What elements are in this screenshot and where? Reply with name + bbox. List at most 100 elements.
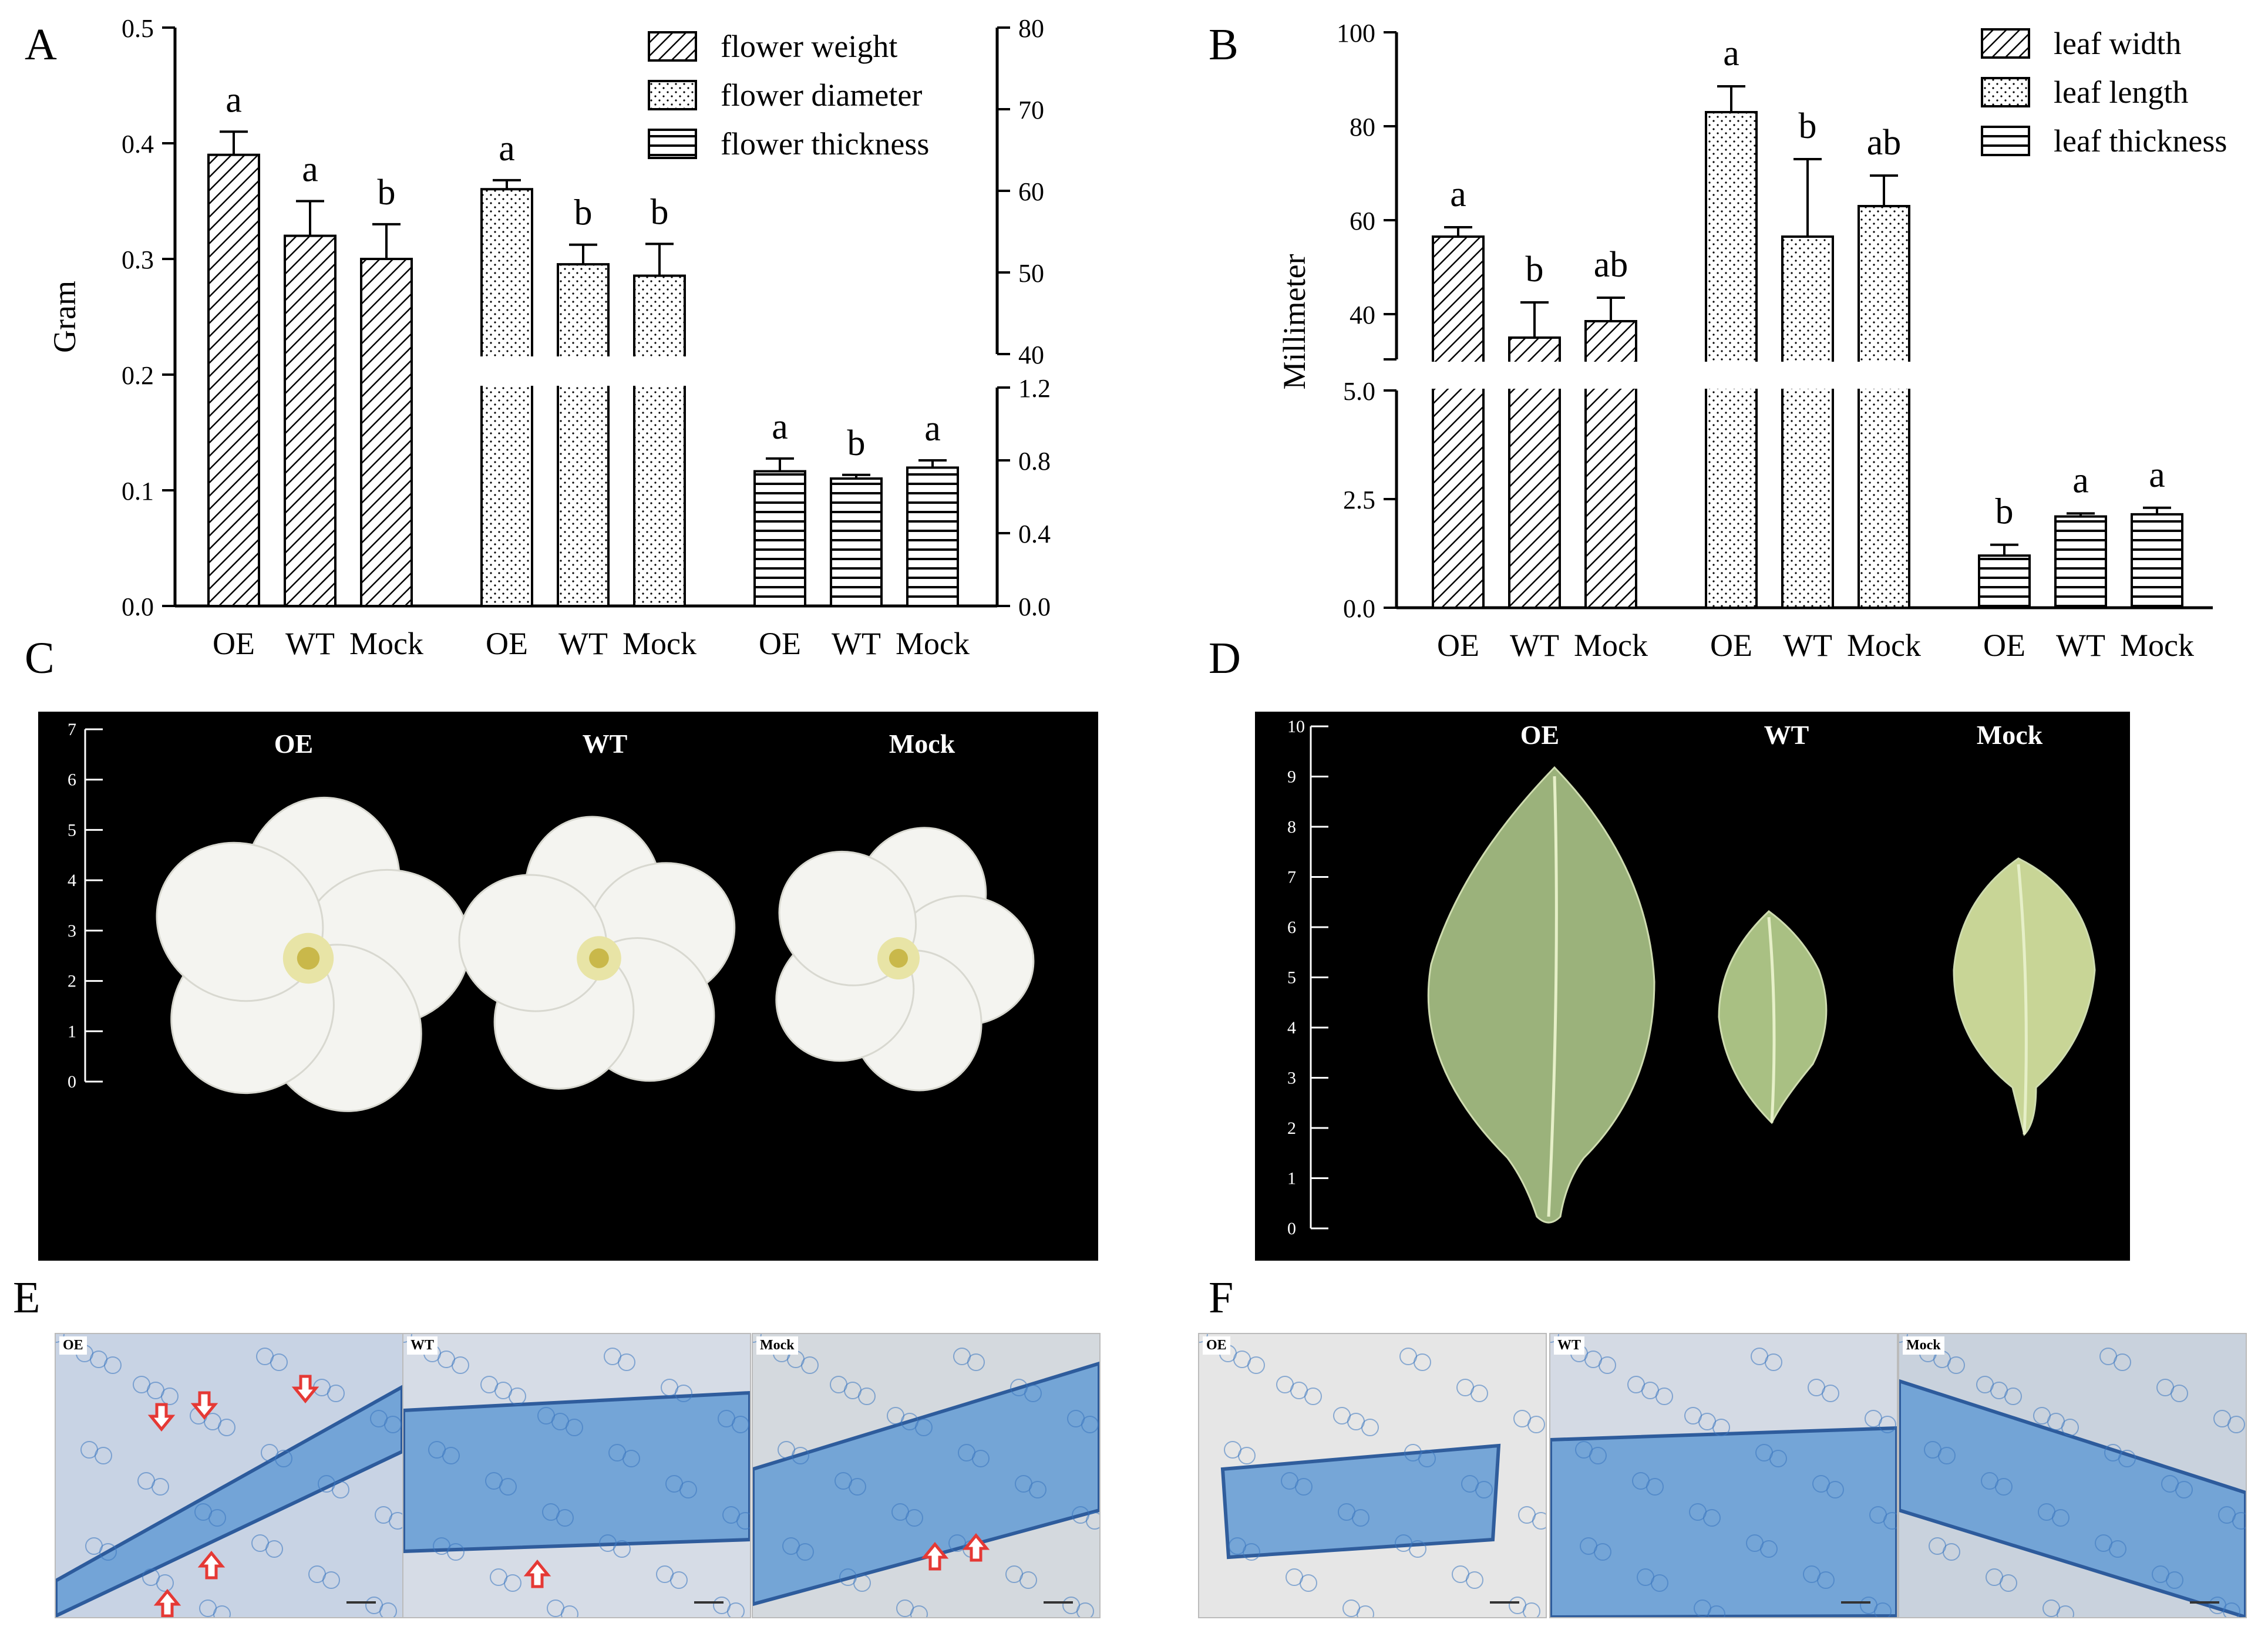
cell-outline [537,1407,555,1425]
panel-label-e: E [13,1273,41,1322]
micrograph-e-wt: WT [402,1333,751,1618]
flower-eye [889,949,908,968]
cell-outline [1229,1537,1246,1555]
bar [207,153,260,607]
cell-outline [251,1534,269,1552]
cell-outline [665,1475,683,1493]
x-tick-label: WT [1510,628,1559,663]
ruler-tick-label: 9 [1287,767,1296,787]
bar [360,258,413,607]
cell-outline [2209,1597,2226,1614]
cell-outline [365,1597,383,1614]
bar [557,263,610,608]
leaf-label: OE [1520,720,1559,750]
significance-letter: b [378,173,396,213]
cell-outline [1684,1407,1702,1425]
bar [2131,513,2183,609]
cell-outline [1808,1379,1825,1396]
micrograph-label: OE [1203,1336,1230,1355]
x-tick-label: OE [759,626,801,661]
ruler-tick-label: 4 [1287,1018,1296,1038]
significance-letter: a [2072,460,2089,500]
cell-outline [1751,1348,1768,1365]
red-arrow [197,1551,226,1580]
significance-letter: a [499,129,515,169]
ruler-tick-label: 6 [68,770,76,790]
cell-outline [1755,1444,1773,1461]
cell-outline [608,1444,626,1461]
tissue-section [1220,1443,1501,1560]
y-right-tick-label: 40 [1018,341,1044,369]
ruler-tick-label: 7 [68,720,76,739]
flower-eye [297,947,320,970]
arrow-shape [291,1375,319,1403]
cell-outline [958,1444,975,1461]
cell-outline [2156,1379,2174,1396]
ruler-tick-label: 0 [1287,1219,1296,1238]
cell-outline [1015,1475,1032,1493]
axis-break-gap [631,356,688,386]
tissue-section [1550,1426,1897,1617]
red-arrow [921,1542,949,1571]
cell-outline [542,1503,560,1521]
bar [1781,235,1834,609]
bar [480,188,533,608]
arrow-shape [962,1533,990,1562]
legend-swatch [1981,126,2030,156]
significance-letter: b [847,423,866,463]
x-tick-label: WT [558,626,608,661]
red-arrow [190,1391,218,1420]
panel-label-a: A [25,20,57,69]
arrow-shape [197,1551,226,1580]
y-tick-label: 2.5 [1343,486,1375,514]
ruler-tick-label: 1 [1287,1169,1296,1188]
significance-letter: a [1723,33,1739,73]
bar [753,470,806,607]
ruler-tick-label: 3 [68,921,76,941]
y-left-tick-label: 0.1 [122,477,154,506]
cell-outline [1803,1565,1821,1583]
significance-letter: a [1450,174,1466,214]
cell-outline [375,1506,392,1524]
leaf-midrib [1547,776,1558,1217]
cell-outline [2038,1503,2055,1521]
flower-oe [156,796,470,1112]
axis-break-gap [1506,362,1563,389]
cell-outline [1461,1475,1479,1493]
cell-outline [722,1506,740,1524]
cell-outline [2042,1599,2060,1617]
chart-a: 0.0 0.1 0.2 0.3 0.4 0.5 Gram 40 50 60 70 80 0.0 0.4 0.… [47,14,1051,661]
legend-swatch [1981,28,2030,59]
cell-outline [428,1441,446,1459]
arrow-shape [190,1391,218,1420]
bar [284,234,337,608]
cell-outline [1869,1506,1887,1524]
cell-outline [834,1472,852,1490]
cell-outline [1637,1568,1654,1586]
y-left-axis-title: Gram [47,281,82,353]
leaf-blade [1427,766,1655,1224]
legend-label: leaf length [2054,75,2188,110]
micrograph-label: OE [59,1336,87,1355]
cell-outline [1929,1537,1946,1555]
x-tick-label: Mock [1574,628,1648,663]
cell-outline [2033,1407,2051,1425]
cell-outline [142,1568,160,1586]
x-tick-label: Mock [349,626,423,661]
cell-outline [85,1537,103,1555]
bar [1705,111,1758,609]
tissue-section [403,1390,750,1554]
y-right-tick-label: 0.8 [1018,447,1051,476]
cell-outline [1924,1441,1941,1459]
x-tick-label: Mock [1847,628,1921,663]
tissue-section [1899,1379,2246,1617]
axis-break-gap [1429,362,1487,389]
flower-label: WT [583,729,628,759]
axis-break-gap [1582,362,1640,389]
x-tick-label: OE [1437,628,1479,663]
x-tick-label: WT [832,626,881,661]
cell-outline [480,1376,498,1393]
cell-outline [1224,1441,1241,1459]
cell-outline [2152,1565,2169,1583]
cell-outline [839,1568,857,1586]
